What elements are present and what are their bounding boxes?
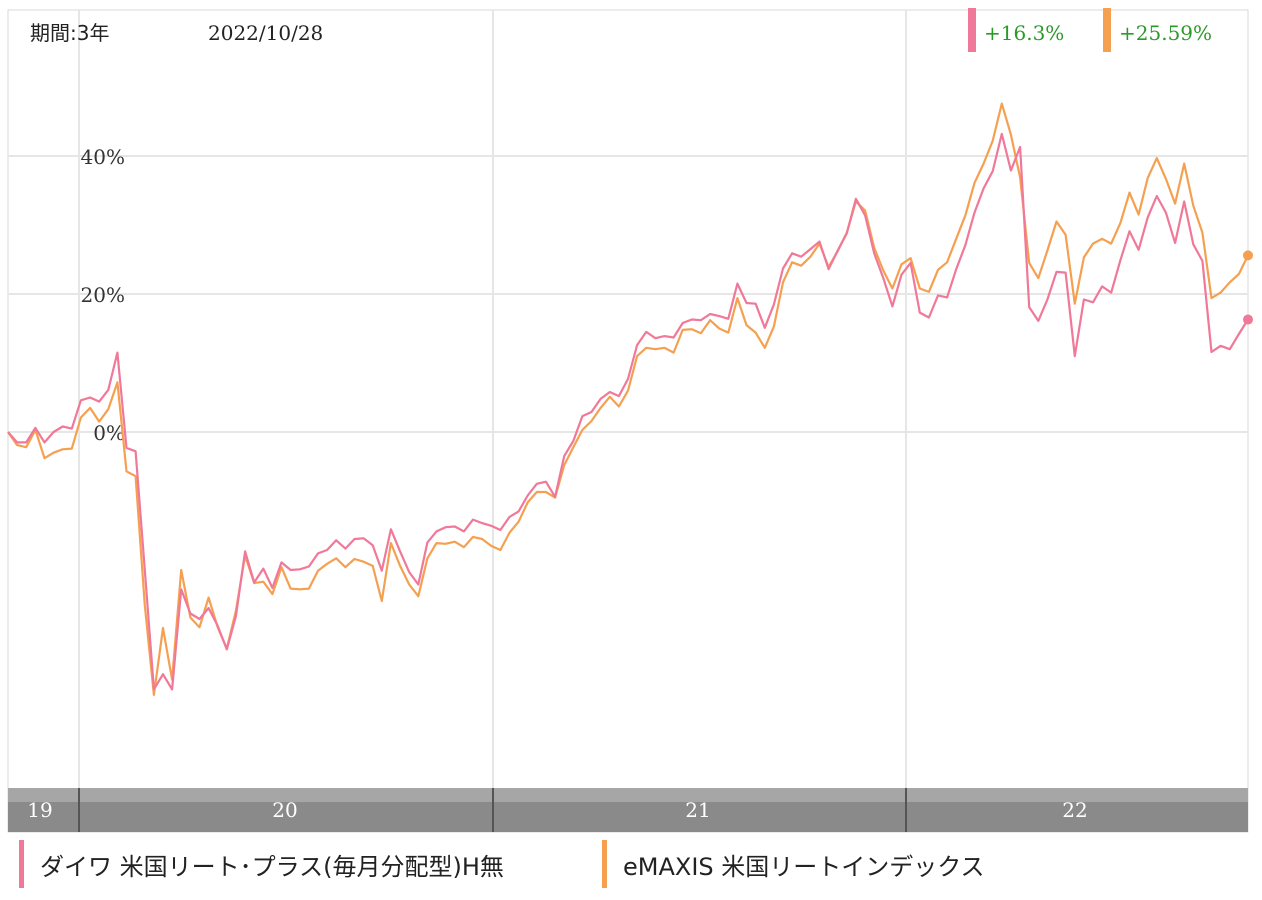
x-tick-label-3: 22 — [1062, 798, 1087, 822]
x-tick-label-2: 21 — [685, 798, 710, 822]
return-label-1: +25.59% — [1119, 21, 1212, 45]
period-label: 期間:3年 — [30, 21, 109, 45]
legend-label-emaxis: eMAXIS 米国リートインデックス — [623, 852, 985, 881]
legend: ダイワ 米国リート･プラス(毎月分配型)H無 eMAXIS 米国リートインデック… — [0, 840, 1262, 890]
legend-item-daiwa: ダイワ 米国リート･プラス(毎月分配型)H無 — [19, 840, 504, 888]
line-chart: 40% 20% 0% 期間:3年 2022/10/28 +16.3% +25.59% 19 20… — [7, 8, 1253, 833]
series-line-0 — [7, 132, 1249, 691]
plot-frame — [7, 9, 1249, 833]
series-end-marker-0 — [1243, 314, 1253, 325]
legend-item-emaxis: eMAXIS 米国リートインデックス — [602, 840, 985, 888]
y-tick-label-2: 0% — [93, 421, 125, 445]
legend-swatch-daiwa — [19, 840, 24, 888]
return-swatch-1 — [1103, 8, 1111, 52]
return-swatch-0 — [968, 8, 976, 52]
chart-container: 40% 20% 0% 期間:3年 2022/10/28 +16.3% +25.59% 19 20… — [7, 8, 1253, 833]
legend-swatch-emaxis — [602, 840, 607, 888]
x-tick-label-0: 19 — [27, 798, 52, 822]
series-line-1 — [7, 102, 1249, 697]
legend-label-daiwa: ダイワ 米国リート･プラス(毎月分配型)H無 — [40, 852, 504, 881]
date-label: 2022/10/28 — [208, 21, 323, 45]
return-label-0: +16.3% — [984, 21, 1064, 45]
x-tick-label-1: 20 — [272, 798, 297, 822]
series-end-marker-1 — [1243, 250, 1253, 261]
y-tick-label-0: 40% — [81, 145, 125, 169]
x-axis-band-highlight — [8, 788, 1248, 802]
y-tick-label-1: 20% — [81, 283, 125, 307]
